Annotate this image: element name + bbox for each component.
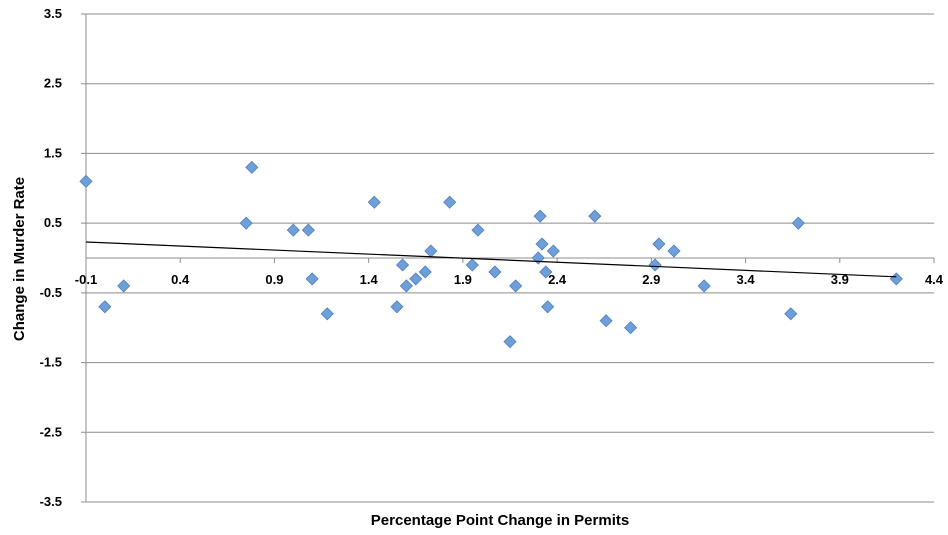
data-point bbox=[305, 272, 319, 286]
x-tick-label: 1.4 bbox=[360, 272, 379, 287]
x-tick-label: 3.9 bbox=[831, 272, 849, 287]
data-point bbox=[624, 321, 638, 335]
y-tick-label: 1.5 bbox=[44, 145, 62, 160]
y-tick-label: -3.5 bbox=[40, 494, 62, 509]
x-tick-label: 0.9 bbox=[265, 272, 283, 287]
x-tick-label: 2.4 bbox=[548, 272, 567, 287]
data-point bbox=[239, 216, 253, 230]
data-point bbox=[503, 335, 517, 349]
y-tick-label: 2.5 bbox=[44, 76, 62, 91]
data-point bbox=[667, 244, 681, 258]
data-point bbox=[546, 244, 560, 258]
data-point bbox=[784, 307, 798, 321]
x-tick-label: 0.4 bbox=[171, 272, 190, 287]
data-point bbox=[79, 174, 93, 188]
data-point bbox=[648, 258, 662, 272]
data-point bbox=[535, 237, 549, 251]
data-point bbox=[652, 237, 666, 251]
data-point bbox=[465, 258, 479, 272]
data-points bbox=[79, 160, 903, 349]
data-point bbox=[541, 300, 555, 314]
data-point bbox=[539, 265, 553, 279]
trendline bbox=[85, 241, 897, 278]
x-tick-label: 3.4 bbox=[737, 272, 756, 287]
data-point bbox=[245, 160, 259, 174]
x-tick-labels: -0.1 0.4 0.9 1.4 1.9 2.4 2.9 3.4 3.9 4.4 bbox=[75, 258, 944, 287]
data-point bbox=[396, 258, 410, 272]
data-point bbox=[697, 279, 711, 293]
data-point bbox=[390, 300, 404, 314]
x-tick-label: -0.1 bbox=[75, 272, 97, 287]
y-tick-label: -1.5 bbox=[40, 355, 62, 370]
data-point bbox=[418, 265, 432, 279]
x-tick-label: 2.9 bbox=[642, 272, 660, 287]
y-tick-labels: 3.5 2.5 1.5 0.5 -0.5 -1.5 -2.5 -3.5 bbox=[40, 6, 62, 509]
y-tick-label: 3.5 bbox=[44, 6, 62, 21]
data-point bbox=[599, 314, 613, 328]
data-point bbox=[409, 272, 423, 286]
data-point bbox=[533, 209, 547, 223]
data-point bbox=[443, 195, 457, 209]
data-point bbox=[320, 307, 334, 321]
y-tick-label: -2.5 bbox=[40, 424, 62, 439]
data-point bbox=[301, 223, 315, 237]
x-tick-label: 1.9 bbox=[454, 272, 472, 287]
y-axis-title: Change in Murder Rate bbox=[11, 177, 28, 341]
data-point bbox=[367, 195, 381, 209]
data-point bbox=[509, 279, 523, 293]
data-point bbox=[791, 216, 805, 230]
y-tick-label: -0.5 bbox=[40, 285, 62, 300]
axes bbox=[85, 14, 934, 502]
data-point bbox=[424, 244, 438, 258]
data-point bbox=[488, 265, 502, 279]
data-point bbox=[471, 223, 485, 237]
data-point bbox=[117, 279, 131, 293]
y-tick-label: 0.5 bbox=[44, 215, 62, 230]
data-point bbox=[286, 223, 300, 237]
data-point bbox=[399, 279, 413, 293]
data-point bbox=[889, 272, 903, 286]
x-axis-title: Percentage Point Change in Permits bbox=[371, 512, 629, 529]
data-point bbox=[98, 300, 112, 314]
gridlines bbox=[81, 13, 934, 503]
x-tick-label: 4.4 bbox=[925, 272, 944, 287]
data-point bbox=[588, 209, 602, 223]
